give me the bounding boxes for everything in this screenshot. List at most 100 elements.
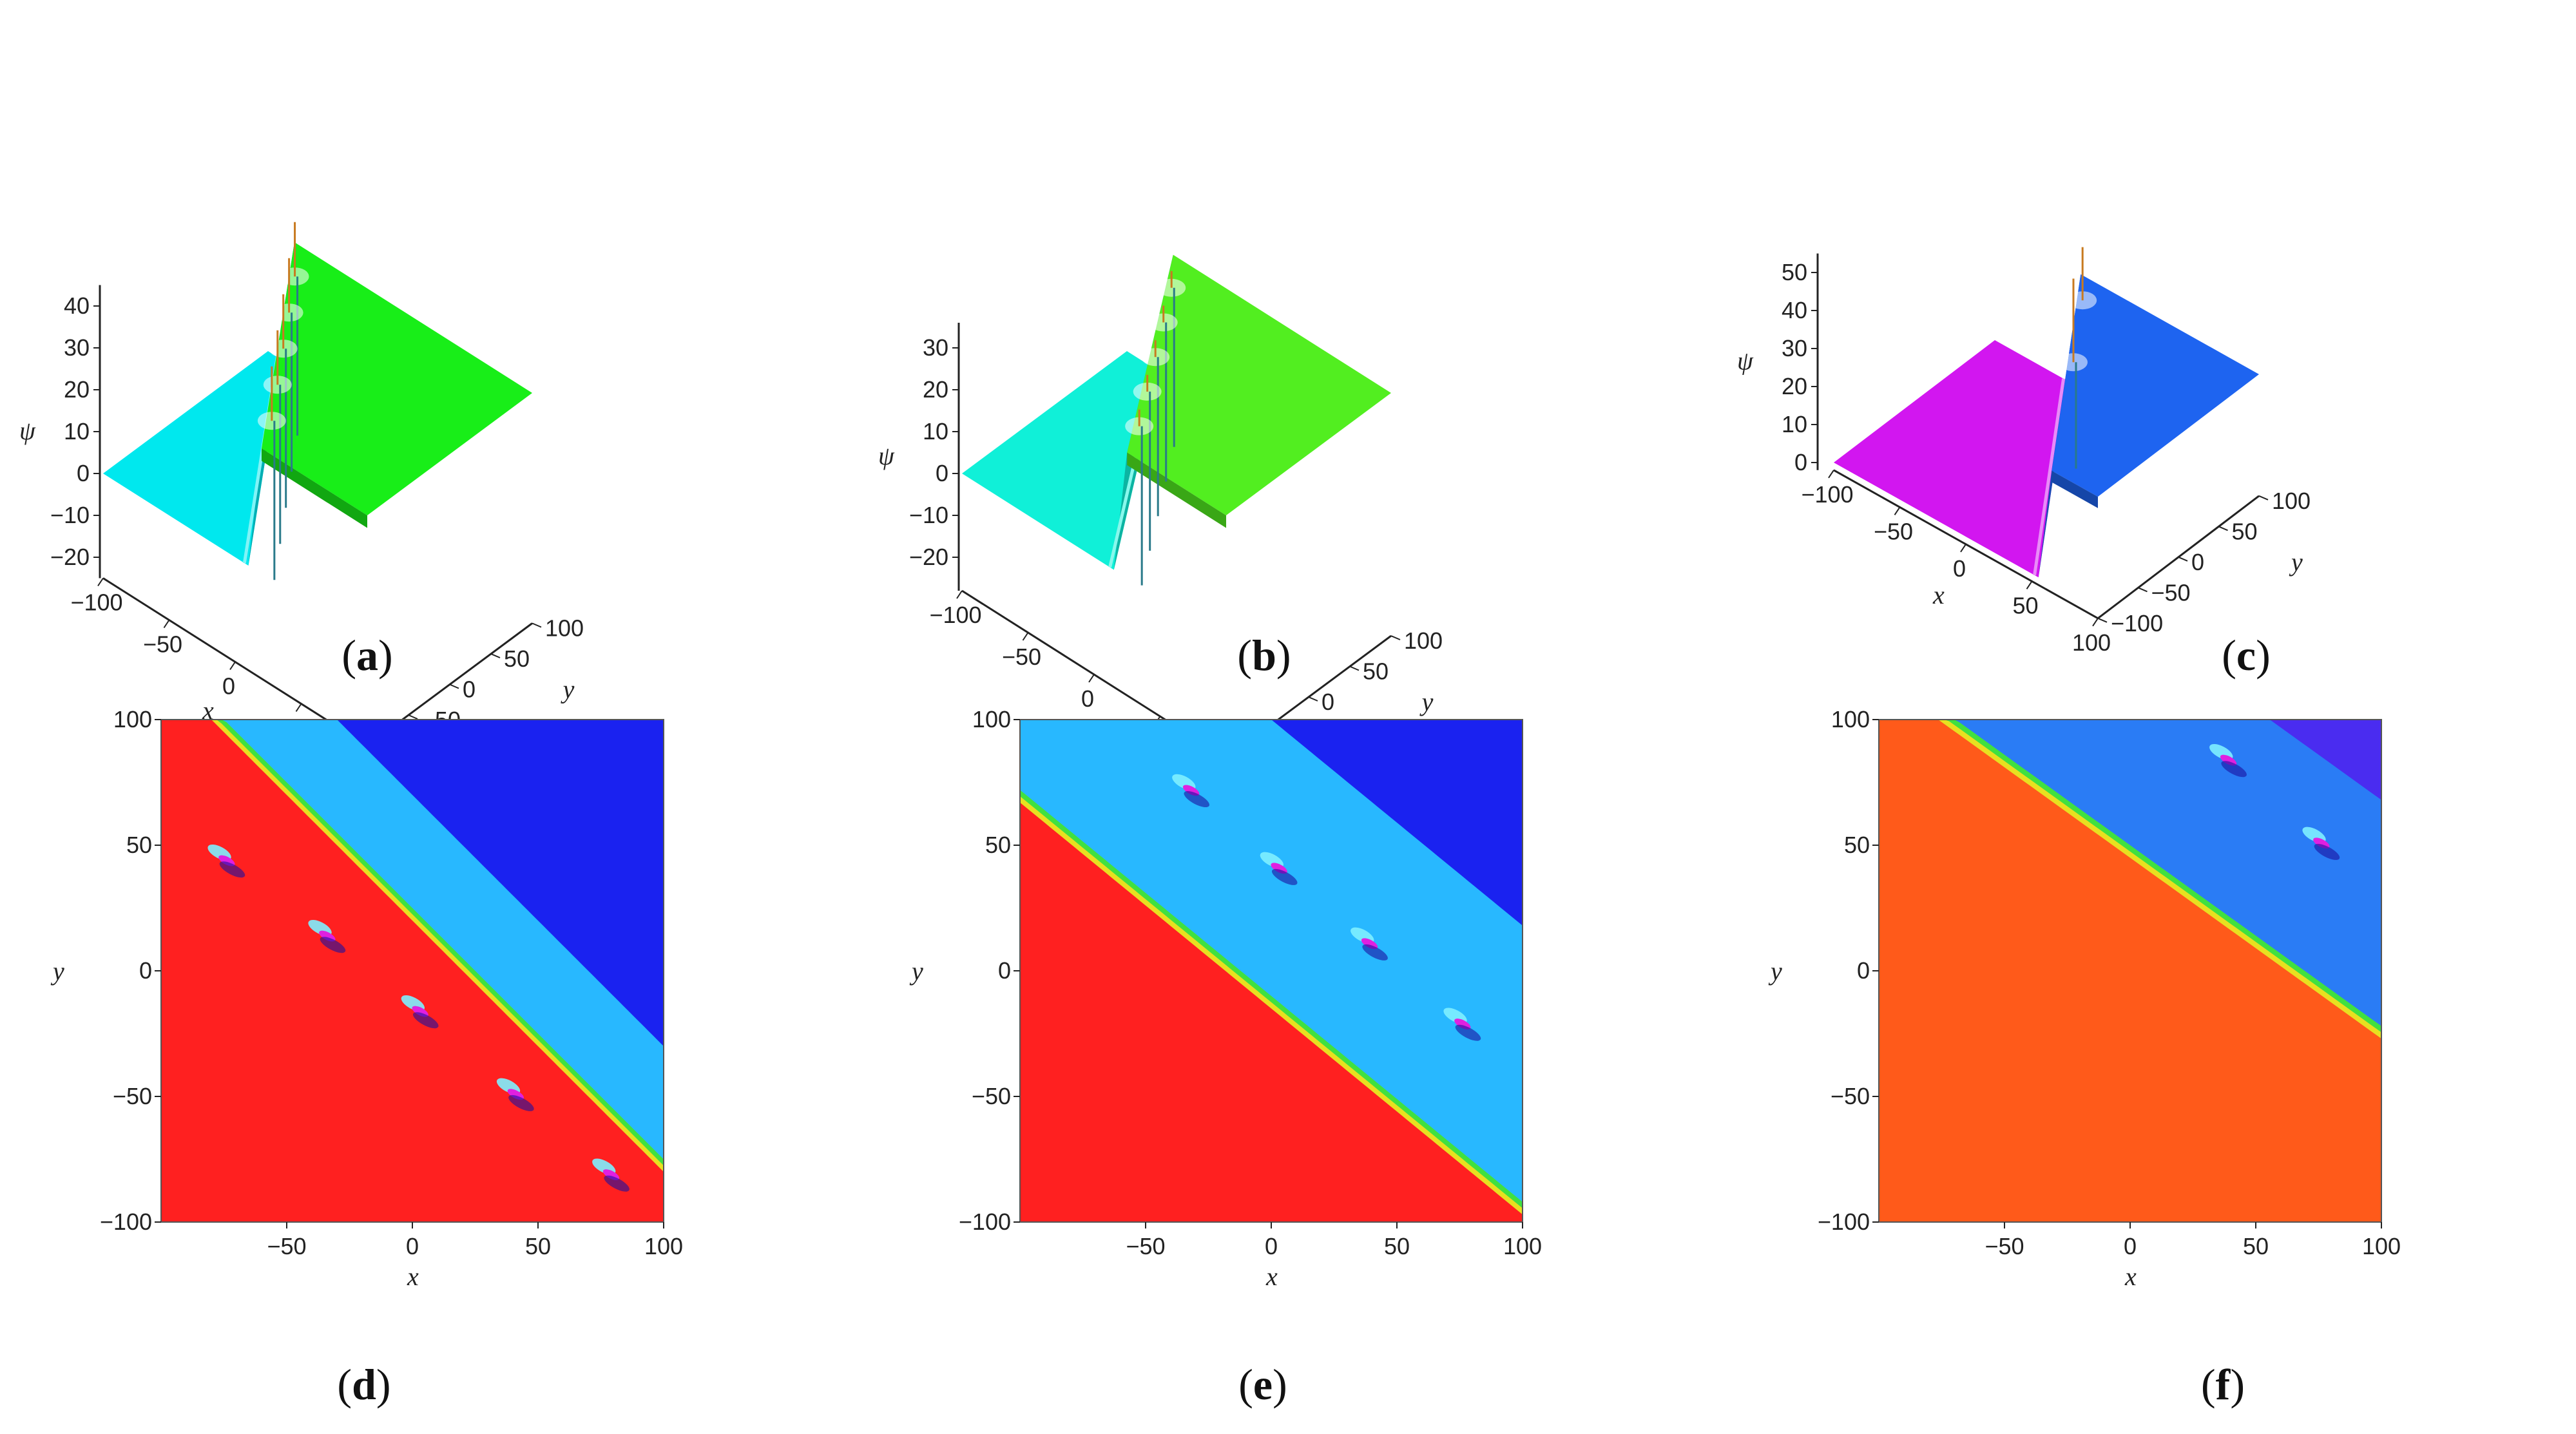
- z-tick-label: 30: [64, 334, 90, 361]
- region-low: [1020, 802, 1523, 1222]
- x-tick: [1894, 506, 1901, 515]
- x-tick-label: −50: [1985, 1233, 2024, 1259]
- peak-shadow: [508, 1095, 534, 1111]
- x-tick-label: 0: [1081, 685, 1094, 712]
- peak-shadow: [1455, 1024, 1481, 1041]
- x-tick-label: −100: [70, 589, 122, 616]
- y-tick-label: 0: [1322, 689, 1334, 715]
- y-axis-label: y: [1768, 957, 1782, 986]
- z-tick-label: 30: [923, 334, 948, 361]
- x-tick: [1828, 470, 1834, 479]
- x-tick: [97, 577, 104, 587]
- y-tick: [1308, 696, 1318, 702]
- x-tick: [2026, 580, 2033, 589]
- z-tick-label: −20: [909, 544, 948, 570]
- density-layer: [161, 720, 664, 1222]
- x-tick-label: −100: [1801, 481, 1853, 508]
- low-plateau: [1834, 340, 2068, 578]
- caption-e: (e): [1238, 1360, 1287, 1409]
- x-tick-label: 0: [1265, 1233, 1278, 1259]
- panel-a-surface: 403020100−10−20ψ−100−50050100x−100−50050…: [0, 0, 859, 783]
- surface-plot-a: 403020100−10−20ψ−100−50050100x−100−50050…: [19, 222, 584, 783]
- z-tick-label: 30: [1782, 335, 1807, 361]
- caption-f: (f): [2201, 1360, 2245, 1409]
- plateau-edge: [1127, 452, 1226, 528]
- y-axis-label: y: [1419, 687, 1434, 716]
- x-tick-label: 0: [406, 1233, 419, 1259]
- y-tick-label: 0: [998, 957, 1011, 984]
- y-tick: [2138, 587, 2148, 593]
- y-tick-label: −100: [2111, 610, 2163, 636]
- z-tick-label: 10: [64, 418, 90, 445]
- y-tick: [2218, 526, 2228, 531]
- high-plateau: [262, 242, 532, 515]
- y-tick: [1390, 635, 1401, 640]
- x-tick: [1088, 674, 1095, 683]
- peak-shadow: [2314, 843, 2340, 860]
- y-tick: [449, 684, 459, 689]
- y-tick-label: −50: [113, 1083, 152, 1109]
- caption-d: (d): [337, 1360, 391, 1409]
- peak-shadow: [1184, 791, 1210, 808]
- z-axis-label: ψ: [1737, 347, 1754, 376]
- high-plateau: [2052, 274, 2259, 497]
- x-tick-label: 50: [2243, 1233, 2269, 1259]
- z-tick-label: 20: [64, 376, 90, 403]
- y-tick: [2178, 556, 2188, 562]
- ridge-highlight: [2033, 378, 2066, 576]
- z-tick-label: −20: [50, 544, 90, 570]
- y-tick-label: 100: [545, 615, 584, 642]
- y-axis-label: y: [2289, 548, 2303, 577]
- y-tick-label: −50: [2151, 579, 2191, 606]
- y-axis-label: y: [909, 957, 923, 986]
- plateau-edge: [262, 448, 367, 528]
- x-axis-label: x: [202, 696, 214, 725]
- y-tick-label: 50: [985, 832, 1011, 858]
- x-axis-label: x: [407, 1262, 419, 1291]
- x-tick-label: 100: [1503, 1233, 1542, 1259]
- peak-shadow: [219, 861, 245, 878]
- high-plateau: [1127, 254, 1391, 515]
- density-layer: [1020, 720, 1523, 1222]
- x-tick: [1022, 632, 1029, 641]
- y-tick: [2258, 495, 2269, 501]
- z-tick-label: −10: [909, 502, 948, 528]
- x-tick-label: 100: [644, 1233, 683, 1259]
- z-axis-label: ψ: [19, 416, 36, 445]
- y-tick-label: 100: [1404, 627, 1443, 654]
- peak-shadow: [2221, 761, 2247, 778]
- caption-c: (c): [2222, 631, 2271, 680]
- x-tick-label: 0: [1953, 555, 1966, 582]
- x-tick-label: 50: [1384, 1233, 1410, 1259]
- y-tick-label: −100: [959, 1209, 1011, 1235]
- x-tick-label: −100: [929, 602, 981, 628]
- z-tick-label: −10: [50, 502, 90, 528]
- x-tick-label: −50: [1126, 1233, 1165, 1259]
- y-tick-label: 0: [1857, 957, 1870, 984]
- y-tick: [2097, 617, 2108, 623]
- z-tick-label: 50: [1782, 259, 1807, 285]
- y-tick-label: −100: [100, 1209, 152, 1235]
- z-tick-label: 40: [1782, 297, 1807, 323]
- peak-shadow: [320, 937, 346, 953]
- region-low: [161, 720, 664, 1222]
- region-low: [1879, 720, 2381, 1222]
- y-tick-label: 100: [2272, 488, 2311, 514]
- low-plateau: [962, 351, 1160, 570]
- y-tick-label: 100: [113, 706, 152, 732]
- density-layer: [1879, 720, 2381, 1222]
- y-tick-label: 50: [1363, 658, 1389, 685]
- panel-d-density: 100 50 0 −50 −100 −50 0 50 100 x y: [0, 702, 859, 1346]
- y-tick-label: 50: [504, 645, 530, 672]
- y-tick: [490, 653, 501, 658]
- x-tick: [2092, 618, 2099, 627]
- panel-c-surface: 50 40 30 20 10 0 ψ −100 −50 0 50 100 x −100 −50 0 50 100 y: [1718, 0, 2576, 656]
- y-tick-label: 50: [1844, 832, 1870, 858]
- x-tick-label: −50: [1874, 518, 1913, 544]
- density-plot-f: 100 50 0 −50 −100 −50 0 50 100 x y: [1768, 706, 2401, 1291]
- y-tick-label: 0: [2191, 549, 2204, 575]
- y-tick-label: 100: [972, 706, 1011, 732]
- x-tick-label: 50: [2012, 592, 2038, 618]
- y-tick-label: 50: [126, 832, 152, 858]
